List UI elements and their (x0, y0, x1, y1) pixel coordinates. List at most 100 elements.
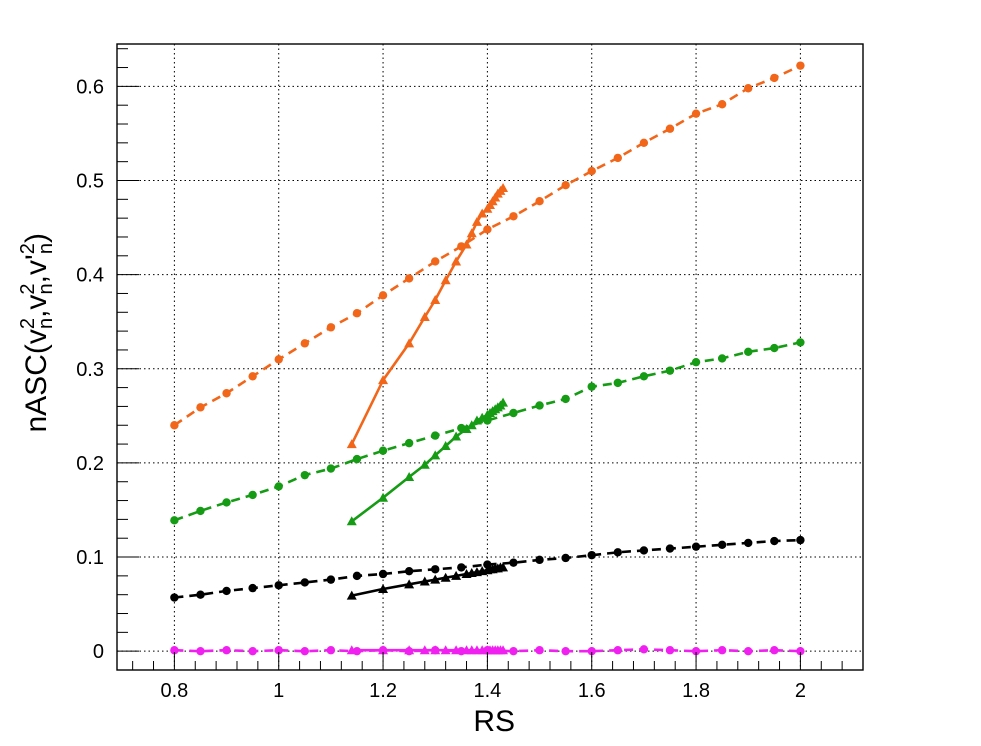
data-point (466, 228, 477, 238)
data-point (404, 472, 415, 482)
data-point (561, 394, 570, 404)
data-point (613, 646, 623, 655)
data-point (346, 516, 357, 526)
data-point (451, 431, 462, 441)
data-point (378, 375, 389, 385)
series-line (350, 187, 504, 445)
data-point (404, 579, 415, 589)
data-point (457, 563, 466, 572)
data-point (665, 124, 675, 133)
x-axis-title: RS (473, 705, 515, 738)
x-tick-label: 0.8 (160, 680, 188, 702)
data-point (461, 239, 472, 249)
data-point (248, 490, 257, 500)
data-point (498, 397, 509, 407)
data-point (744, 538, 753, 548)
data-point (274, 482, 283, 491)
series-7 (346, 645, 509, 655)
y-tick-label: 0.3 (76, 359, 104, 381)
data-point (440, 572, 451, 582)
data-point (352, 454, 362, 464)
data-point (561, 646, 570, 656)
data-point (222, 586, 231, 596)
data-point (346, 590, 357, 600)
y-tick-label: 0.6 (76, 76, 104, 98)
data-point (440, 275, 451, 285)
data-point (378, 569, 388, 579)
y-tick-label: 0.1 (76, 547, 104, 569)
grid (117, 44, 863, 670)
data-point (587, 646, 596, 656)
data-point (222, 498, 231, 507)
x-tick-label: 1 (273, 680, 284, 702)
data-point (430, 645, 441, 655)
data-point (744, 84, 753, 93)
series-3 (346, 397, 509, 526)
data-point (717, 646, 727, 655)
data-point (535, 646, 544, 655)
y-axis-title: nASC(v2n,v2n,v'2n) (17, 233, 57, 433)
data-point (639, 645, 649, 654)
data-point (222, 389, 231, 398)
data-point (587, 550, 596, 560)
data-point (471, 415, 482, 425)
data-point (170, 646, 179, 655)
data-point (170, 421, 179, 430)
data-point (770, 73, 779, 83)
axis-ticks (117, 48, 864, 671)
data-point (419, 576, 430, 586)
data-point (440, 645, 451, 655)
data-point (744, 646, 753, 656)
data-point (796, 646, 805, 656)
data-point (461, 424, 472, 434)
y-tick-label: 0.2 (76, 453, 104, 475)
series-4 (170, 535, 805, 602)
y-tick-label: 0 (93, 641, 104, 663)
plot-frame (116, 43, 864, 671)
data-point (404, 645, 415, 655)
data-point (419, 311, 430, 321)
data-point (404, 338, 415, 348)
data-point (404, 274, 414, 283)
data-point (451, 256, 462, 266)
data-point (274, 581, 283, 590)
data-point (770, 646, 779, 655)
x-tick-label: 1.2 (369, 680, 397, 702)
data-point (300, 578, 310, 587)
x-tick-label: 2 (795, 680, 806, 702)
data-point (378, 492, 389, 502)
data-point (535, 197, 544, 206)
data-point (587, 382, 596, 391)
data-point (691, 109, 701, 118)
x-tick-label: 1.4 (473, 680, 501, 702)
data-point (326, 464, 336, 473)
data-point (274, 646, 283, 655)
data-point (170, 593, 179, 602)
series-5 (346, 562, 509, 600)
data-point (248, 583, 257, 593)
data-point (431, 565, 440, 574)
data-point (535, 555, 544, 565)
data-point (196, 590, 205, 599)
data-point (665, 544, 675, 553)
data-point (300, 470, 310, 480)
data-point (471, 216, 482, 226)
data-point (466, 420, 477, 430)
data-point (509, 408, 518, 418)
data-point (274, 355, 283, 364)
data-point (613, 378, 623, 388)
data-point (691, 357, 701, 367)
data-point (430, 295, 441, 305)
data-point (509, 558, 518, 567)
data-point (248, 646, 257, 656)
data-point (498, 183, 509, 193)
data-point (430, 450, 441, 460)
data-point (613, 153, 623, 163)
data-point (796, 535, 805, 545)
data-point (477, 412, 488, 422)
data-point (498, 645, 509, 655)
series-0 (170, 61, 805, 430)
data-point (431, 431, 440, 440)
data-point (498, 562, 509, 572)
data-point (665, 366, 675, 375)
